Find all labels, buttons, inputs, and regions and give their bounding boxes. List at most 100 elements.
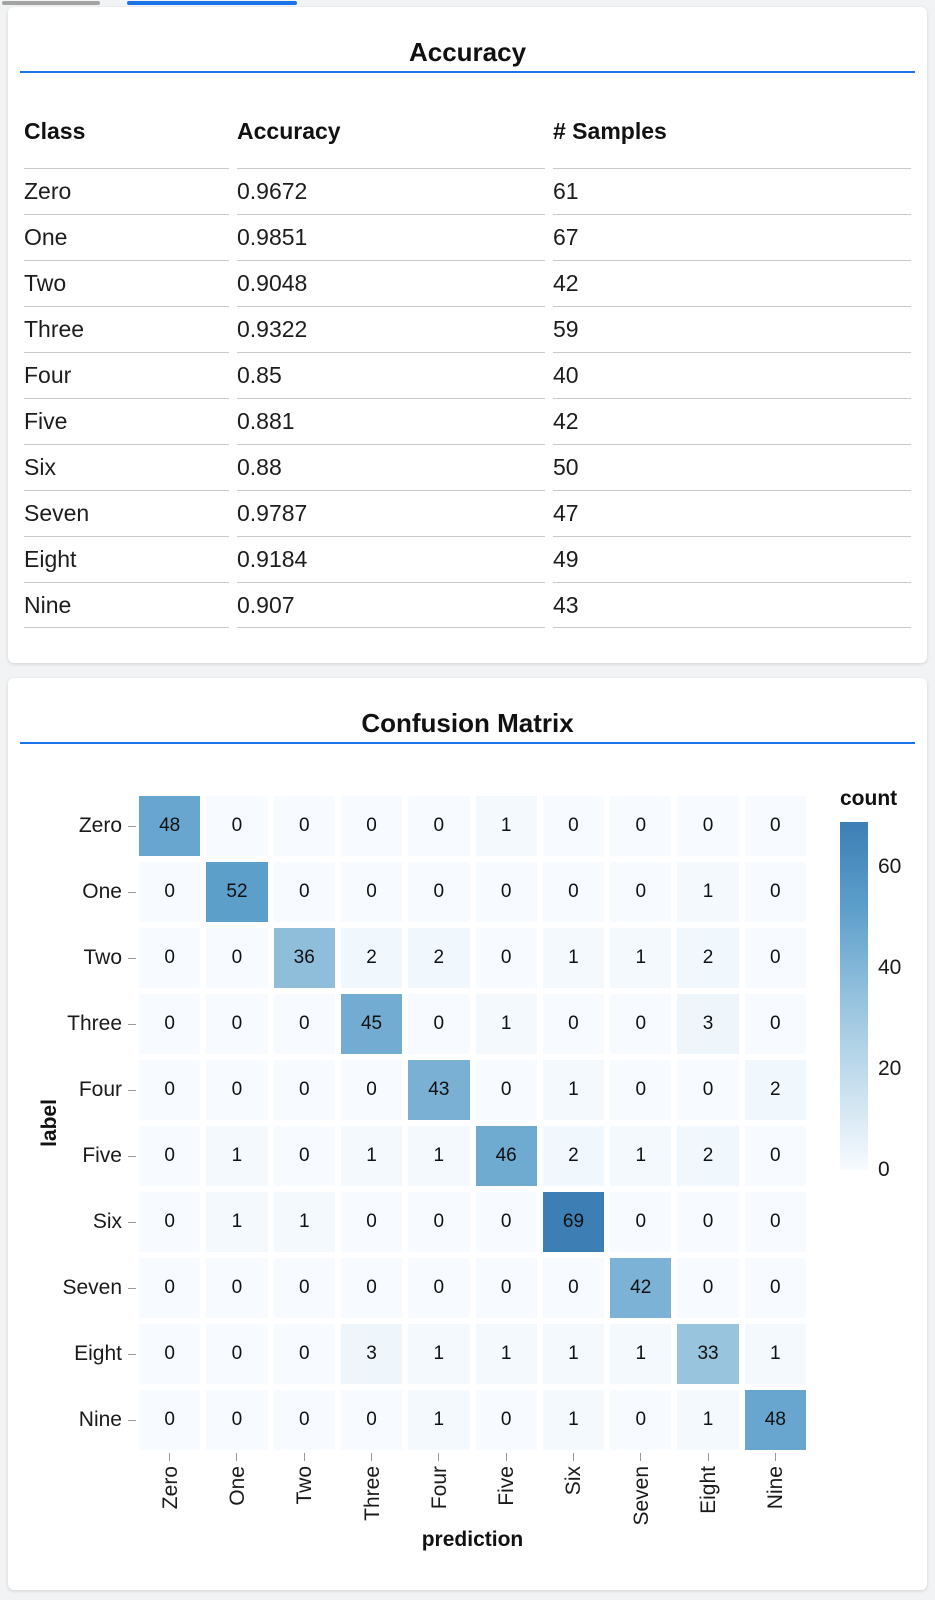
matrix-cell: 0	[539, 793, 608, 859]
x-axis-tick	[303, 1453, 305, 1461]
matrix-cell: 0	[607, 859, 675, 925]
x-axis-tick	[572, 1453, 574, 1461]
matrix-cell: 0	[472, 1057, 540, 1123]
accuracy-cell-samples: 40	[553, 352, 911, 398]
matrix-cell: 69	[539, 1189, 608, 1255]
matrix-cell: 0	[607, 1057, 675, 1123]
matrix-cell: 3	[674, 991, 742, 1057]
confusion-card-title: Confusion Matrix	[361, 708, 574, 738]
accuracy-cell-accuracy: 0.9851	[237, 214, 545, 260]
matrix-cell: 1	[270, 1189, 338, 1255]
y-axis-tick	[128, 1287, 136, 1289]
matrix-cell: 0	[472, 1189, 540, 1255]
active-tab-indicator[interactable]	[127, 1, 297, 5]
confusion-title-rule	[20, 742, 915, 744]
x-axis-tick	[774, 1453, 776, 1461]
matrix-cell: 0	[405, 793, 473, 859]
x-axis-tick	[505, 1453, 507, 1461]
matrix-cell: 48	[741, 1387, 809, 1453]
matrix-cell: 0	[203, 1057, 271, 1123]
legend-gradient-bar	[840, 822, 868, 1170]
matrix-cell: 1	[539, 925, 608, 991]
matrix-cell: 33	[674, 1321, 742, 1387]
accuracy-cell-samples: 42	[553, 260, 911, 306]
matrix-cell: 0	[203, 925, 271, 991]
matrix-cell: 0	[741, 793, 809, 859]
matrix-cell: 2	[674, 1123, 742, 1189]
x-axis-label: One	[225, 1466, 249, 1506]
matrix-cell: 1	[674, 1387, 742, 1453]
matrix-cell: 42	[607, 1255, 675, 1321]
accuracy-col-header-class: Class	[24, 118, 86, 144]
matrix-cell: 0	[337, 1189, 406, 1255]
matrix-cell: 0	[203, 991, 271, 1057]
matrix-cell: 0	[136, 1123, 204, 1189]
accuracy-cell-accuracy: 0.9048	[237, 260, 545, 306]
matrix-cell: 1	[674, 859, 742, 925]
matrix-cell: 1	[472, 1321, 540, 1387]
confusion-matrix-chart: 48 0 0 0 0 1 0 0 0 0 0 52 0 0 0 0 0 0 1 0 0 0 36 2 2 0 1 1 2 0 0 0 0 45 0 1…	[8, 743, 927, 1590]
matrix-cell: 2	[539, 1123, 608, 1189]
matrix-cell: 2	[337, 925, 406, 991]
accuracy-cell-samples: 50	[553, 444, 911, 490]
matrix-cell: 1	[607, 1321, 675, 1387]
accuracy-cell-accuracy: 0.9184	[237, 536, 545, 582]
matrix-cell: 1	[405, 1387, 473, 1453]
matrix-cell: 3	[337, 1321, 406, 1387]
y-axis-tick	[128, 1353, 136, 1355]
matrix-cell: 0	[337, 793, 406, 859]
y-axis-tick	[128, 891, 136, 893]
legend-tick-label: 0	[878, 1158, 890, 1181]
legend-tick-label: 60	[878, 855, 902, 879]
accuracy-title-rule	[20, 71, 915, 73]
matrix-cell: 1	[203, 1189, 271, 1255]
inactive-tab-indicator[interactable]	[2, 1, 100, 5]
matrix-cell: 1	[472, 793, 540, 859]
matrix-cell: 0	[472, 1255, 540, 1321]
accuracy-cell-class: Five	[24, 398, 229, 444]
matrix-cell: 43	[405, 1057, 473, 1123]
matrix-cell: 2	[741, 1057, 809, 1123]
matrix-cell: 0	[270, 1387, 338, 1453]
accuracy-cell-class: Three	[24, 306, 229, 352]
matrix-cell: 0	[472, 1387, 540, 1453]
accuracy-cell-class: One	[24, 214, 229, 260]
y-axis-label: Seven	[62, 1276, 122, 1299]
y-axis-tick	[128, 1221, 136, 1223]
matrix-cell: 0	[136, 925, 204, 991]
accuracy-cell-samples: 49	[553, 536, 911, 582]
matrix-cell: 0	[270, 991, 338, 1057]
accuracy-cell-class: Seven	[24, 490, 229, 536]
x-axis-label: Seven	[629, 1466, 653, 1526]
matrix-cell: 0	[203, 1255, 271, 1321]
matrix-cell: 1	[472, 991, 540, 1057]
matrix-cell: 1	[405, 1321, 473, 1387]
matrix-cell: 0	[539, 1255, 608, 1321]
x-axis-label: Five	[495, 1466, 519, 1506]
accuracy-card-title: Accuracy	[408, 37, 527, 67]
y-axis-label: Nine	[78, 1408, 122, 1431]
matrix-cell: 2	[674, 925, 742, 991]
x-axis-label: Zero	[158, 1466, 182, 1510]
matrix-cell: 0	[607, 1189, 675, 1255]
accuracy-cell-class: Zero	[24, 168, 229, 214]
y-axis-label: Two	[83, 946, 122, 969]
accuracy-col-header-accuracy: Accuracy	[237, 118, 341, 144]
matrix-cell: 0	[136, 1189, 204, 1255]
accuracy-cell-accuracy: 0.881	[237, 398, 545, 444]
matrix-cell: 0	[136, 1387, 204, 1453]
matrix-cell: 0	[674, 1189, 742, 1255]
x-axis-label: Four	[427, 1466, 451, 1510]
matrix-cell: 0	[741, 859, 809, 925]
matrix-cell: 0	[405, 1189, 473, 1255]
matrix-cell: 0	[270, 1255, 338, 1321]
x-axis-tick	[169, 1453, 171, 1461]
accuracy-cell-accuracy: 0.9322	[237, 306, 545, 352]
matrix-cell: 0	[405, 1255, 473, 1321]
matrix-cell: 0	[674, 793, 742, 859]
x-axis-label: Six	[562, 1466, 586, 1496]
x-axis-tick	[438, 1453, 440, 1461]
matrix-cell: 0	[270, 793, 338, 859]
matrix-cell: 0	[741, 925, 809, 991]
matrix-cell: 0	[270, 1321, 338, 1387]
